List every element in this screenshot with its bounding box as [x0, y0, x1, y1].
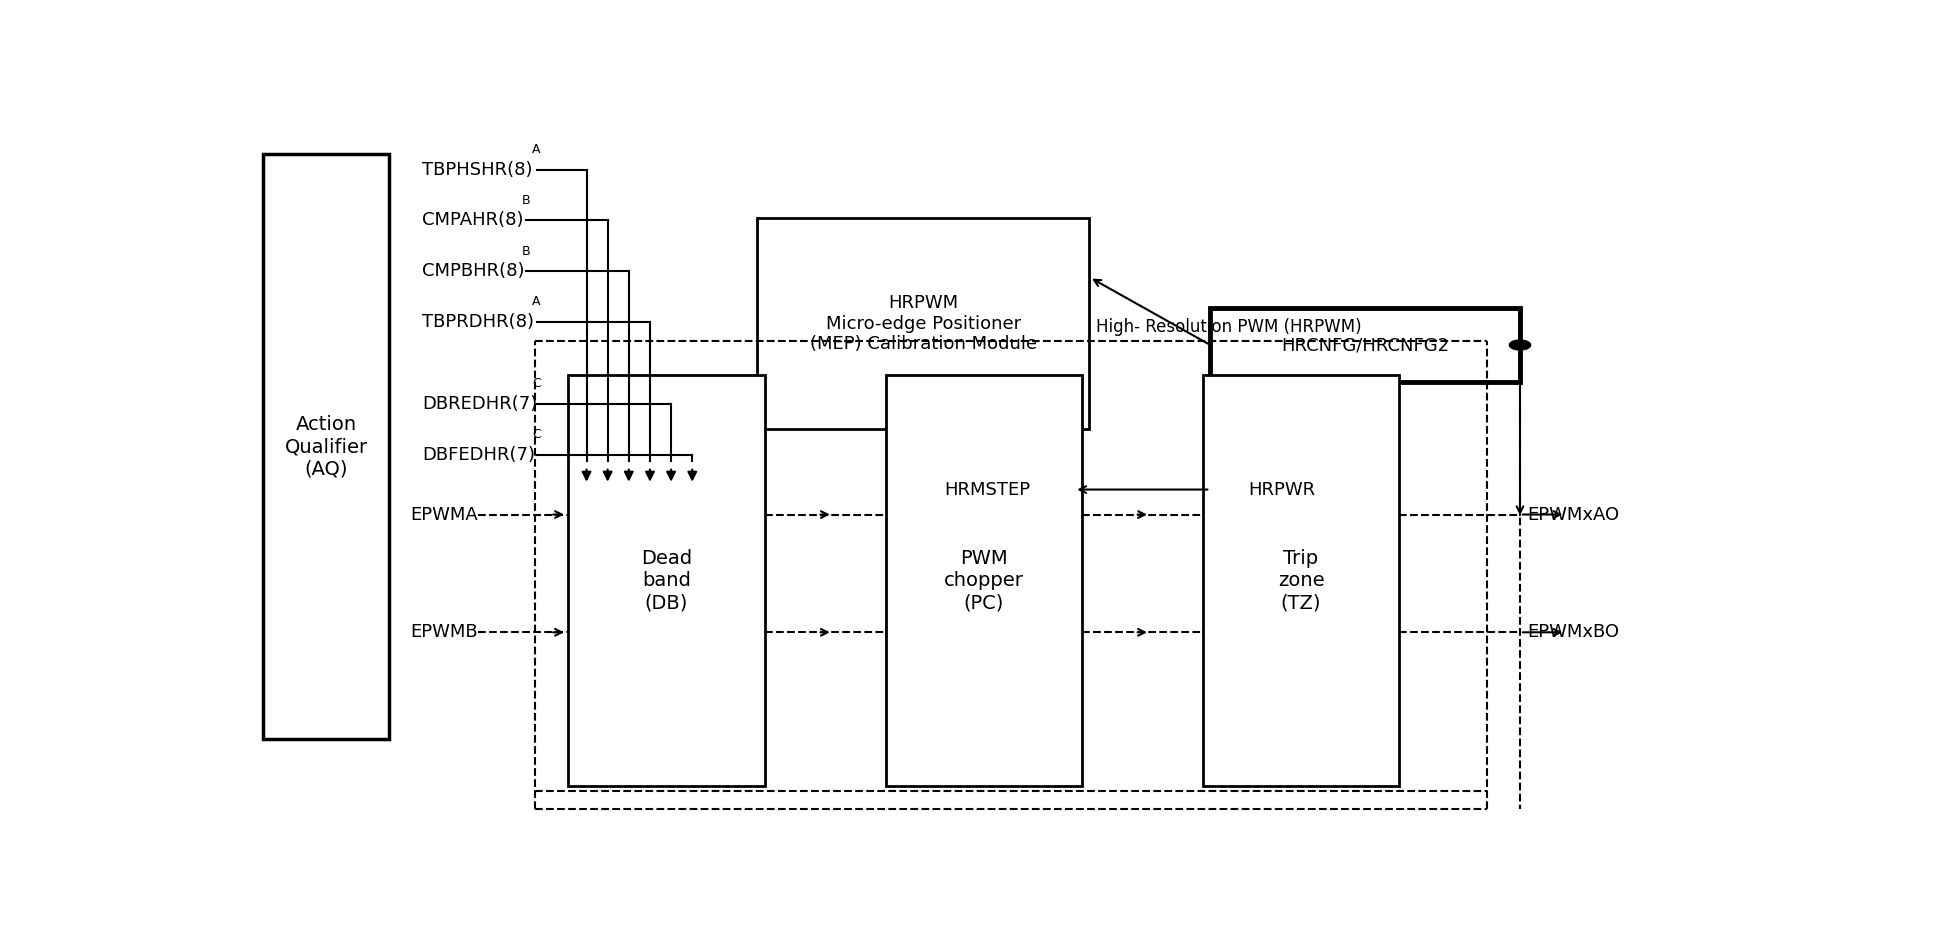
Text: DBREDHR(7): DBREDHR(7) [421, 395, 538, 413]
Text: A: A [532, 296, 540, 309]
Text: HRMSTEP: HRMSTEP [945, 480, 1030, 499]
Text: C: C [532, 428, 542, 441]
Text: HRPWM
Micro-edge Positioner
(MEP) Calibration Module: HRPWM Micro-edge Positioner (MEP) Calibr… [808, 294, 1036, 353]
Text: CMPAHR(8): CMPAHR(8) [421, 211, 524, 230]
Circle shape [1508, 340, 1529, 350]
Bar [1210, 308, 1519, 383]
Text: TBPHSHR(8): TBPHSHR(8) [421, 160, 532, 179]
Text: Trip
zone
(TZ): Trip zone (TZ) [1278, 549, 1323, 612]
Text: DBFEDHR(7): DBFEDHR(7) [421, 446, 534, 464]
Text: A: A [532, 144, 540, 157]
Bar [900, 457, 1073, 522]
Text: PWM
chopper
(PC): PWM chopper (PC) [943, 549, 1023, 612]
Text: TBPRDHR(8): TBPRDHR(8) [421, 312, 534, 331]
Bar [884, 375, 1081, 786]
Text: B: B [522, 245, 530, 258]
Bar [1202, 375, 1399, 786]
Bar [758, 219, 1089, 429]
Bar [1210, 457, 1354, 522]
Text: EPWMxAO: EPWMxAO [1527, 505, 1619, 524]
Bar [263, 154, 388, 740]
Text: EPWMA: EPWMA [409, 505, 477, 524]
Text: High- Resolution PWM (HRPWM): High- Resolution PWM (HRPWM) [1095, 318, 1360, 337]
Text: C: C [532, 377, 542, 390]
Text: EPWMxBO: EPWMxBO [1527, 623, 1619, 641]
Text: HRCNFG/HRCNFG2: HRCNFG/HRCNFG2 [1280, 336, 1449, 354]
Text: EPWMB: EPWMB [409, 623, 477, 641]
Text: Action
Qualifier
(AQ): Action Qualifier (AQ) [284, 415, 368, 478]
Text: HRPWR: HRPWR [1249, 480, 1315, 499]
Text: B: B [522, 194, 530, 207]
Bar [569, 375, 764, 786]
Text: Dead
band
(DB): Dead band (DB) [641, 549, 692, 612]
Text: CMPBHR(8): CMPBHR(8) [421, 262, 524, 280]
